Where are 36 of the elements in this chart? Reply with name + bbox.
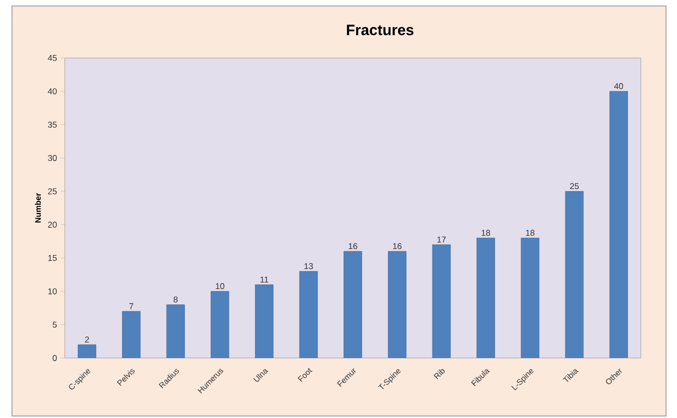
y-tick-label: 35 xyxy=(48,122,57,128)
bar xyxy=(610,91,628,358)
data-label: 10 xyxy=(216,283,224,290)
data-label: 7 xyxy=(129,303,134,310)
bar xyxy=(299,271,318,358)
data-label: 40 xyxy=(614,83,624,90)
data-label: 16 xyxy=(348,243,358,250)
y-tick-label: 10 xyxy=(48,288,57,294)
data-label: 8 xyxy=(174,296,178,302)
bar xyxy=(476,238,495,358)
bar xyxy=(255,284,274,358)
bar xyxy=(388,251,406,358)
y-tick-label: 5 xyxy=(52,322,57,328)
data-label: 18 xyxy=(482,230,490,236)
data-label: 18 xyxy=(526,230,534,236)
data-label: 11 xyxy=(260,276,268,282)
y-tick-label: 30 xyxy=(48,155,57,161)
bar xyxy=(432,244,451,358)
data-label: 17 xyxy=(437,236,446,242)
bar xyxy=(122,311,141,358)
y-tick-label: 25 xyxy=(48,188,57,194)
data-label: 2 xyxy=(85,336,89,342)
bar xyxy=(344,251,362,358)
data-label: 16 xyxy=(393,243,402,250)
y-tick-label: 0 xyxy=(52,355,57,361)
bar xyxy=(520,238,540,358)
y-tick-label: 40 xyxy=(48,88,57,94)
data-label: 13 xyxy=(304,263,313,270)
bar xyxy=(166,304,185,358)
bar xyxy=(210,291,230,358)
y-tick-label: 15 xyxy=(48,255,57,261)
y-tick-label: 20 xyxy=(48,222,57,228)
data-label: 25 xyxy=(570,183,579,190)
y-tick-label: 45 xyxy=(48,55,57,61)
bar xyxy=(565,191,584,358)
chart-title: Fractures xyxy=(346,24,414,36)
